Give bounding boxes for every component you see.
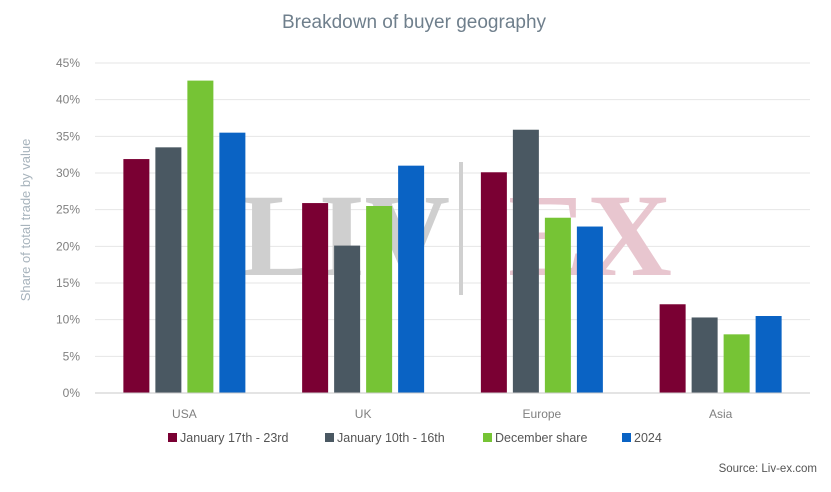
y-tick-label: 5% [63,349,81,363]
chart-title: Breakdown of buyer geography [282,12,547,33]
bar-usa-series-3 [187,80,214,393]
bar-uk-series-2 [334,245,361,393]
y-tick-label: 35% [56,129,80,143]
y-axis-label: Share of total trade by value [18,139,33,302]
watermark-divider [459,162,463,295]
legend-label: December share [495,431,587,445]
x-tick-label: Asia [709,407,733,421]
y-tick-label: 20% [56,239,80,253]
bar-europe-series-3 [544,217,571,393]
x-tick-label: USA [172,407,197,421]
bar-usa-series-2 [155,147,182,393]
bars [123,80,782,393]
source-note: Source: Liv-ex.com [719,463,817,475]
bar-uk-series-3 [366,206,393,393]
legend-label: January 10th - 16th [337,431,445,445]
bar-usa-series-1 [123,159,150,393]
bar-asia-series-4 [755,316,782,393]
bar-asia-series-1 [659,304,686,393]
legend-label: January 17th - 23rd [180,431,288,445]
x-tick-labels: USA UK Europe Asia [172,407,733,421]
bar-europe-series-2 [512,129,539,393]
gridlines [95,62,810,357]
legend-swatch [483,433,492,442]
y-tick-label: 25% [56,203,80,217]
legend-swatch [622,433,631,442]
legend: January 17th - 23rd January 10th - 16th De… [168,431,662,445]
legend-swatch [168,433,177,442]
y-tick-labels: 0% 5% 10% 15% 20% 25% 30% 35% 40% 45% [56,56,80,400]
bar-uk-series-4 [398,165,425,393]
y-tick-label: 30% [56,166,80,180]
legend-swatch [325,433,334,442]
bar-europe-series-1 [480,172,507,393]
x-tick-label: Europe [523,407,562,421]
y-tick-label: 45% [56,56,80,70]
x-tick-label: UK [355,407,372,421]
y-tick-label: 40% [56,93,80,107]
y-tick-label: 0% [63,386,81,400]
bar-europe-series-4 [576,226,603,393]
bar-usa-series-4 [219,132,246,393]
y-tick-label: 15% [56,276,80,290]
bar-asia-series-2 [691,317,718,393]
y-tick-label: 10% [56,313,80,327]
bar-uk-series-1 [302,203,329,393]
bar-asia-series-3 [723,334,750,393]
legend-label: 2024 [634,431,662,445]
